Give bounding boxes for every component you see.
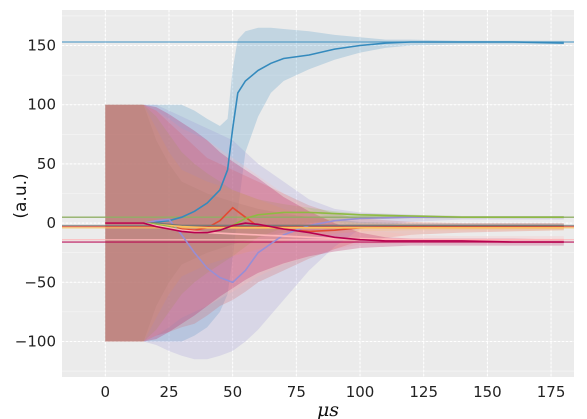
series-line-6 [105,211,564,234]
grid [62,10,574,377]
x-tick-label: 175 [537,383,566,401]
x-tick-label: 0 [101,383,111,401]
band-2 [105,104,564,342]
y-tick-label: 50 [37,155,56,173]
x-tick-label: 75 [287,383,306,401]
series-line-3 [105,216,564,284]
band-1 [105,27,564,342]
series-line-1 [105,41,564,224]
series-line-4 [105,222,564,227]
y-tick-label: 150 [27,37,56,55]
band-8 [105,104,564,342]
series-lines [105,41,564,284]
series-line-7 [105,222,564,241]
y-tick-label: −50 [24,273,56,291]
band-7 [105,104,564,342]
y-axis-label: (a.u.) [11,173,31,218]
x-tick-label: 150 [473,383,502,401]
band-4 [105,104,564,342]
y-tick-label: 0 [46,214,56,232]
x-tick-label: 125 [409,383,438,401]
x-tick-label: 100 [346,383,375,401]
x-axis-label: μs [317,399,339,419]
x-tick-label: 25 [159,383,178,401]
band-6 [105,104,564,342]
band-5 [105,104,564,342]
series-line-8 [105,222,564,243]
y-tick-label: 100 [27,96,56,114]
y-tick-labels: −100 −50 0 50 100 150 [15,37,56,351]
confidence-bands [105,27,564,360]
band-3 [105,104,564,360]
x-tick-labels: 0 25 50 75 100 125 150 175 [101,383,566,401]
x-tick-label: 50 [223,383,242,401]
y-tick-label: −100 [15,332,56,350]
